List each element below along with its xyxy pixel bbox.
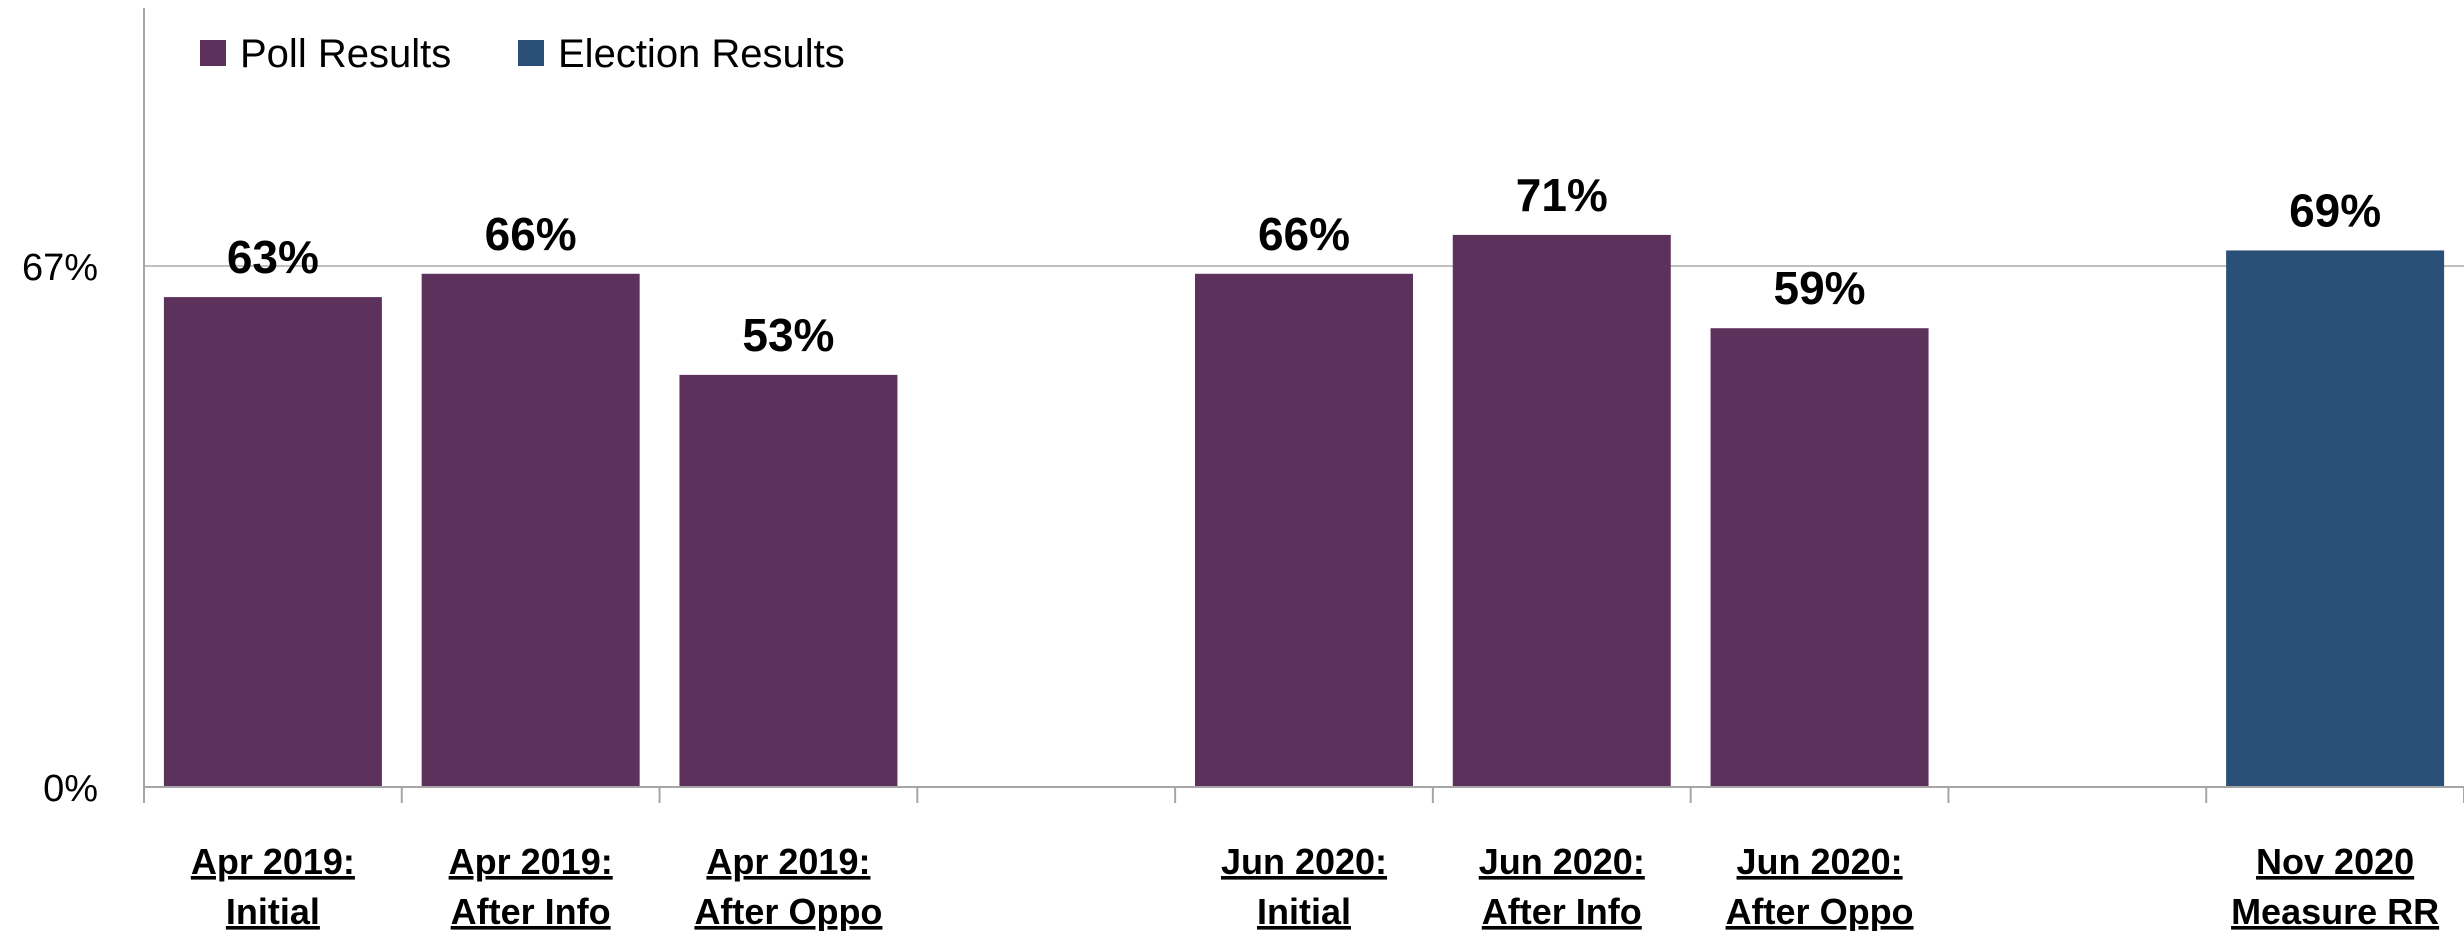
legend-swatch-1: [518, 40, 544, 66]
data-label: 63%: [227, 231, 319, 283]
x-tick-label: After Oppo: [694, 891, 882, 931]
x-tick-label: After Info: [451, 891, 611, 931]
legend-swatch-0: [200, 40, 226, 66]
x-tick-label: Apr 2019:: [449, 841, 613, 882]
x-tick-label: Apr 2019:: [706, 841, 870, 882]
y-tick-label: 0%: [43, 768, 98, 810]
data-label: 69%: [2289, 184, 2381, 236]
bar-poll-1: [421, 273, 640, 787]
x-tick-label: After Oppo: [1726, 891, 1914, 931]
bar-poll-0: [163, 297, 382, 787]
legend-label-0: Poll Results: [240, 32, 451, 76]
bar-poll-5: [1452, 234, 1671, 788]
x-tick-label: Jun 2020:: [1737, 841, 1903, 882]
y-tick-label: 67%: [22, 247, 98, 289]
x-tick-label: Initial: [226, 891, 320, 931]
data-label: 66%: [1258, 208, 1350, 260]
bar-poll-6: [1710, 328, 1929, 787]
data-label: 59%: [1774, 262, 1866, 314]
legend-label-1: Election Results: [558, 32, 845, 76]
bar-poll-2: [679, 374, 898, 787]
x-tick-label: Initial: [1257, 891, 1351, 931]
data-label: 66%: [485, 208, 577, 260]
x-tick-label: Apr 2019:: [191, 841, 355, 882]
x-tick-label: Jun 2020:: [1221, 841, 1387, 882]
data-label: 71%: [1516, 169, 1608, 221]
x-tick-label: Jun 2020:: [1479, 841, 1645, 882]
bar-poll-4: [1195, 273, 1413, 787]
x-tick-label: Nov 2020: [2256, 841, 2414, 882]
data-label: 53%: [742, 309, 834, 361]
x-tick-label: After Info: [1482, 891, 1642, 931]
bar-election-8: [2226, 250, 2445, 787]
x-tick-label: Measure RR: [2231, 891, 2439, 931]
